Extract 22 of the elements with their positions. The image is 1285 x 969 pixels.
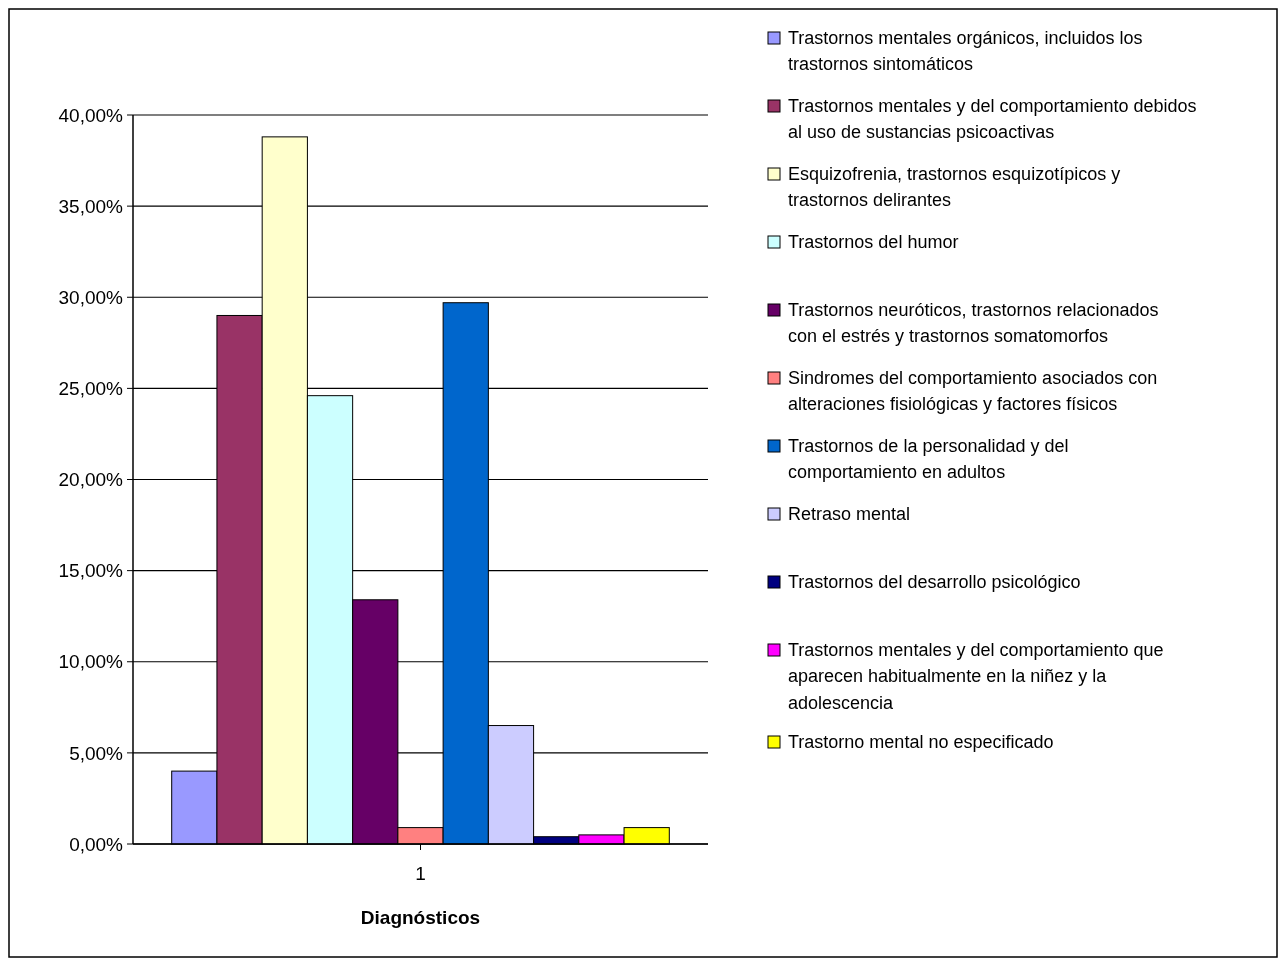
y-tick-label: 30,00% — [58, 286, 124, 308]
legend-label: Trastorno mental no especificado — [788, 732, 1054, 753]
legend-label: Trastornos del desarrollo psicológico — [788, 572, 1081, 593]
y-tick-label: 25,00% — [58, 378, 124, 400]
legend-label: Retraso mental — [788, 504, 911, 525]
legend-label: Trastornos de la personalidad y del comportamiento en adultos — [788, 436, 1069, 483]
legend-label: Trastornos mentales orgánicos, incluidos los trastornos sintomáticos — [788, 28, 1143, 75]
y-tick-label: 5,00% — [69, 742, 124, 764]
y-tick-label: 20,00% — [58, 469, 124, 491]
legend-label: Esquizofrenia, trastornos esquizotípicos y trastornos delirantes — [788, 164, 1121, 211]
y-tick-label: 15,00% — [58, 560, 124, 582]
legend-label: Trastornos mentales y del comportamiento que aparecen habitualmente en la niñez y la adolescencia — [788, 640, 1164, 713]
y-tick-label: 35,00% — [58, 195, 124, 217]
legend-label: Trastornos del humor — [788, 232, 959, 253]
x-axis-title: Diagnósticos — [360, 907, 481, 928]
legend-label: Trastornos mentales y del comportamiento debidos al uso de sustancias psicoactivas — [788, 96, 1197, 143]
legend-label: Sindromes del comportamiento asociados con alteraciones fisiológicas y factores físicos — [788, 368, 1158, 415]
y-tick-label: 10,00% — [58, 651, 124, 673]
y-tick-label: 0,00% — [69, 833, 124, 855]
legend-label: Trastornos neuróticos, trastornos relacionados con el estrés y trastornos somatomorfos — [788, 300, 1159, 347]
x-tick-label: 1 — [415, 863, 426, 884]
y-tick-label: 40,00% — [58, 104, 124, 126]
